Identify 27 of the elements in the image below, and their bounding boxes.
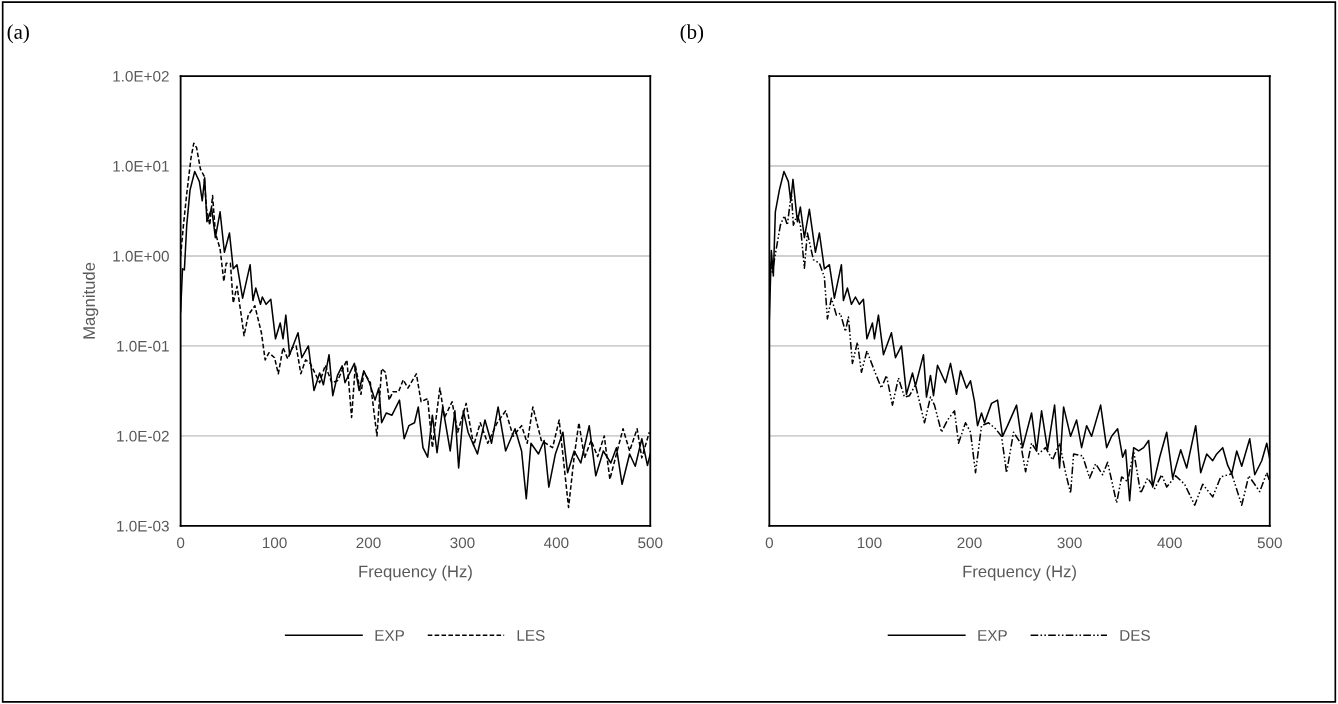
y-tick-label: 1.0E-02 (117, 430, 169, 442)
x-tick-label: 400 (543, 537, 569, 549)
y-tick-label: 1.0E+01 (113, 160, 169, 172)
x-tick-label: 500 (1257, 537, 1282, 549)
y-axis-title: Magnitude (82, 262, 99, 339)
x-tick-label: 200 (957, 537, 982, 549)
x-tick-label: 300 (450, 537, 475, 549)
y-tick-label: 1.0E+02 (113, 70, 169, 82)
legend-label: EXP (375, 630, 405, 641)
x-axis-title: Frequency (Hz) (359, 565, 472, 581)
y-tick-label: 1.0E+00 (113, 250, 169, 262)
x-tick-label: 200 (356, 537, 381, 549)
x-tick-label: 0 (765, 537, 773, 549)
legend-label: DES (1120, 630, 1150, 641)
x-tick-label: 400 (1157, 537, 1182, 549)
chart-title: (b) (680, 24, 704, 44)
x-tick-label: 100 (262, 537, 287, 549)
x-tick-label: 300 (1057, 537, 1082, 549)
chart-title: (a) (7, 24, 29, 44)
x-tick-label: 0 (176, 537, 185, 549)
x-axis-title: Frequency (Hz) (963, 565, 1076, 581)
y-tick-label: 1.0E-01 (117, 340, 169, 352)
legend-label: LES (517, 630, 545, 641)
x-tick-label: 100 (857, 537, 882, 549)
x-tick-label: 500 (638, 537, 663, 549)
y-tick-label: 1.0E-03 (117, 520, 169, 532)
legend-label: EXP (978, 630, 1007, 641)
